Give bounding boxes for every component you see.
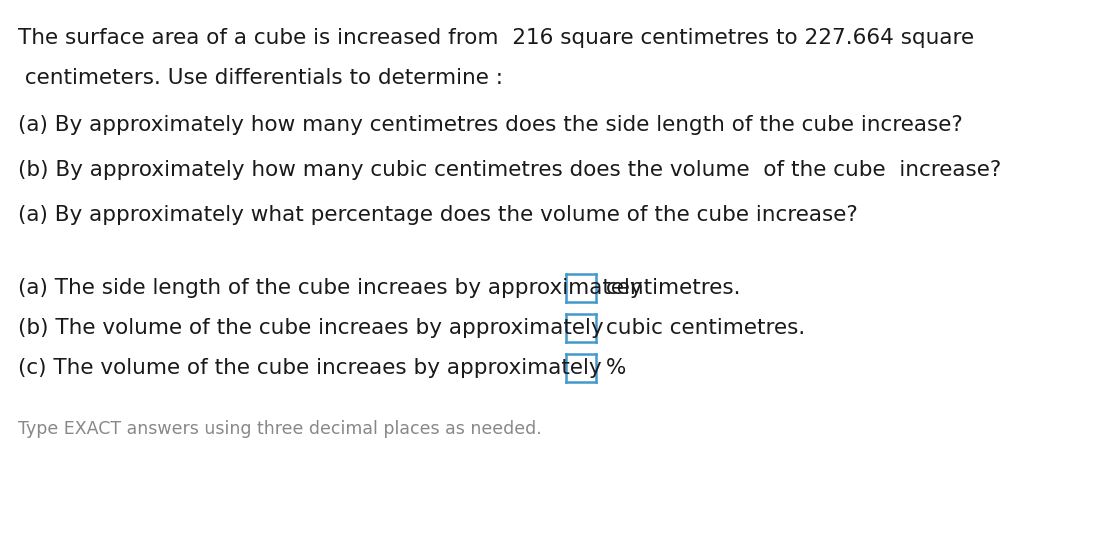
Text: (b) The volume of the cube increaes by approximately: (b) The volume of the cube increaes by a… (18, 318, 604, 338)
Text: (b) By approximately how many cubic centimetres does the volume  of the cube  in: (b) By approximately how many cubic cent… (18, 160, 1002, 180)
Text: cubic centimetres.: cubic centimetres. (606, 318, 806, 338)
Text: centimetres.: centimetres. (606, 278, 741, 298)
Text: centimeters. Use differentials to determine :: centimeters. Use differentials to determ… (18, 68, 503, 88)
Text: %: % (606, 358, 626, 378)
Text: (a) The side length of the cube increaes by approximately: (a) The side length of the cube increaes… (18, 278, 643, 298)
Text: The surface area of a cube is increased from  216 square centimetres to 227.664 : The surface area of a cube is increased … (18, 28, 974, 48)
Text: (c) The volume of the cube increaes by approximately: (c) The volume of the cube increaes by a… (18, 358, 602, 378)
Text: Type EXACT answers using three decimal places as needed.: Type EXACT answers using three decimal p… (18, 420, 542, 438)
Text: (a) By approximately how many centimetres does the side length of the cube incre: (a) By approximately how many centimetre… (18, 115, 963, 135)
Text: (a) By approximately what percentage does the volume of the cube increase?: (a) By approximately what percentage doe… (18, 205, 858, 225)
